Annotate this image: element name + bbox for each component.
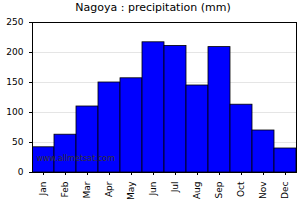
svg-text:200: 200 [6,47,23,57]
svg-text:Jun: Jun [148,182,158,197]
svg-text:Dec: Dec [280,181,290,198]
svg-text:100: 100 [6,107,23,117]
svg-text:Sep: Sep [214,181,224,198]
html-text:Nagoya : precipitation (mm): Nagoya : precipitation (mm) [75,1,231,14]
svg-text:www.allmetsat.com: www.allmetsat.com [37,154,116,163]
svg-text:Aug: Aug [192,182,202,200]
svg-text:50: 50 [12,137,24,147]
svg-text:Nov: Nov [258,181,268,199]
svg-text:Mar: Mar [82,181,92,198]
svg-text:150: 150 [6,77,23,87]
svg-text:Jan: Jan [38,182,48,197]
svg-text:Jul: Jul [170,182,180,194]
svg-text:0: 0 [18,167,24,177]
svg-text:May: May [126,181,136,200]
svg-text:Oct: Oct [236,181,246,197]
svg-text:250: 250 [6,17,23,27]
svg-text:Feb: Feb [60,181,70,197]
svg-text:Apr: Apr [104,181,114,197]
